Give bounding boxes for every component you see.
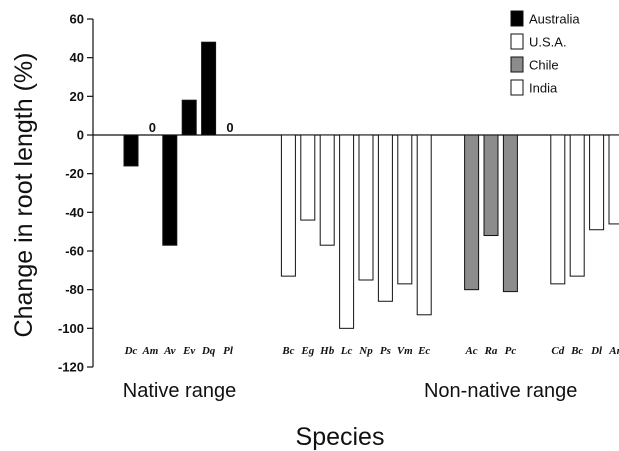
y-tick-label: 60 (70, 12, 84, 27)
bar-dl-19 (589, 134, 605, 231)
category-label: Bc (281, 345, 294, 357)
category-label: Dl (590, 345, 603, 357)
legend-swatch (510, 10, 524, 27)
category-label: Lc (340, 345, 353, 357)
range-label: Non-native range (424, 380, 577, 402)
range-label: Native range (123, 380, 236, 402)
category-label: Bc (570, 345, 583, 357)
y-tick-label: -20 (65, 166, 84, 181)
bar-pc-16 (502, 134, 518, 293)
category-label: Vm (397, 345, 413, 357)
bar-dq-4 (201, 41, 217, 136)
bar-ec-13 (416, 134, 432, 316)
legend-label: U.S.A. (529, 35, 567, 50)
category-label: Hb (319, 345, 335, 357)
legend-swatch (510, 79, 524, 96)
bar-an-20 (608, 134, 619, 225)
legend-label: India (529, 81, 558, 96)
y-tick-label: -80 (65, 282, 84, 297)
legend-label: Australia (529, 12, 580, 27)
zero-value-marker: 0 (226, 120, 233, 135)
y-tick-label: 0 (77, 128, 84, 143)
category-label: Ec (417, 345, 430, 357)
bar-eg-7 (300, 134, 316, 221)
axes: 60 40 20 0 -20 -40 -60 -80 -100 -120 (58, 12, 619, 375)
y-tick-label: -100 (58, 321, 84, 336)
legend: Australia U.S.A. Chile India (510, 10, 580, 96)
category-label: Cd (551, 345, 564, 357)
y-tick-label: 40 (70, 50, 84, 65)
bar-ac-14 (464, 134, 480, 291)
legend-swatch (510, 56, 524, 73)
category-label: Av (163, 345, 176, 357)
y-ticks: 60 40 20 0 -20 -40 -60 -80 -100 -120 (58, 12, 93, 375)
bar-dc-0 (123, 134, 139, 167)
x-axis-title: Species (296, 423, 385, 451)
bar-ev-3 (181, 99, 197, 136)
bar-bc-6 (280, 134, 296, 277)
bar-hb-8 (319, 134, 335, 246)
zero-value-marker: 0 (149, 120, 156, 135)
y-tick-label: -40 (65, 205, 84, 220)
y-tick-label: -120 (58, 360, 84, 375)
category-label: Ra (484, 345, 498, 357)
category-label: An (608, 345, 619, 357)
category-labels: Dc Am Av Ev Dq Pl Bc Eg Hb Lc Np Ps Vm Ec Ac Ra Pc Cd Bc Dl… (124, 345, 619, 357)
category-label: Pl (223, 345, 234, 357)
category-label: Np (358, 345, 373, 357)
bar-lc-9 (339, 134, 355, 329)
y-tick-label: -60 (65, 244, 84, 259)
category-label: Am (141, 345, 158, 357)
bar-cd-17 (550, 134, 566, 285)
legend-label: Chile (529, 58, 559, 73)
bar-av-2 (162, 134, 178, 246)
legend-swatch (510, 33, 524, 50)
category-label: Ps (380, 345, 391, 357)
bar-ps-11 (377, 134, 393, 302)
y-axis-title: Change in root length (%) (10, 53, 38, 338)
category-label: Eg (300, 345, 314, 357)
bar-vm-12 (397, 134, 413, 285)
bars (123, 41, 619, 329)
range-labels: Native range Non-native range (123, 380, 578, 402)
bar-ra-15 (483, 134, 499, 237)
category-label: Pc (505, 345, 517, 357)
category-label: Ev (182, 345, 195, 357)
category-label: Dc (124, 345, 138, 357)
category-label: Dq (201, 345, 216, 357)
bar-np-10 (358, 134, 374, 281)
y-tick-label: 20 (70, 89, 84, 104)
category-label: Ac (464, 345, 477, 357)
bar-bc-18 (569, 134, 585, 277)
